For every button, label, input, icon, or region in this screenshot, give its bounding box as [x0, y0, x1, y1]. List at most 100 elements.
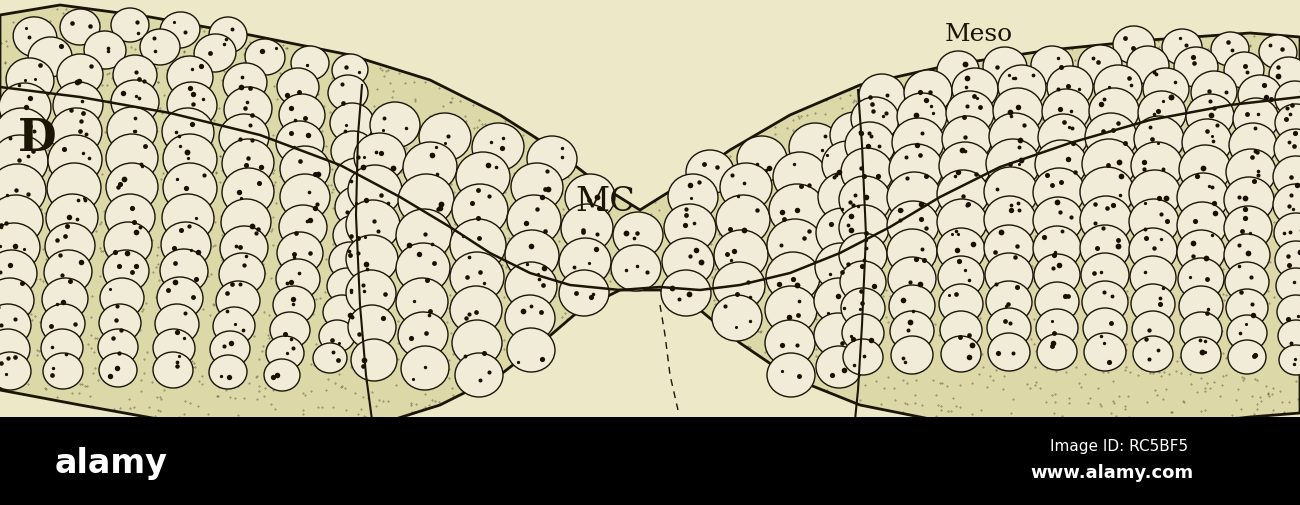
Ellipse shape [419, 114, 471, 162]
Ellipse shape [504, 295, 555, 341]
Ellipse shape [859, 75, 905, 117]
Ellipse shape [277, 232, 322, 274]
Ellipse shape [209, 356, 247, 389]
Ellipse shape [276, 260, 320, 299]
Ellipse shape [1095, 66, 1141, 110]
Ellipse shape [842, 315, 884, 352]
Ellipse shape [280, 147, 330, 192]
Ellipse shape [1035, 282, 1079, 322]
Ellipse shape [398, 175, 454, 227]
Ellipse shape [889, 145, 942, 194]
Ellipse shape [220, 227, 268, 271]
Ellipse shape [1127, 47, 1169, 85]
Ellipse shape [1034, 227, 1082, 271]
Ellipse shape [984, 226, 1034, 272]
Ellipse shape [1138, 92, 1186, 136]
Ellipse shape [774, 153, 827, 203]
Ellipse shape [1035, 141, 1087, 189]
Ellipse shape [452, 320, 502, 366]
Ellipse shape [46, 194, 98, 242]
Ellipse shape [348, 166, 402, 216]
Ellipse shape [507, 195, 562, 245]
Ellipse shape [822, 142, 874, 190]
Ellipse shape [244, 40, 285, 76]
Ellipse shape [1226, 149, 1277, 195]
Ellipse shape [60, 10, 100, 46]
Ellipse shape [937, 171, 989, 219]
Ellipse shape [291, 47, 329, 81]
Ellipse shape [939, 143, 991, 190]
Ellipse shape [1176, 203, 1227, 248]
Ellipse shape [0, 224, 40, 272]
Ellipse shape [329, 242, 370, 280]
Ellipse shape [897, 94, 946, 140]
Ellipse shape [842, 339, 883, 375]
Ellipse shape [396, 278, 448, 326]
Ellipse shape [13, 18, 57, 58]
Ellipse shape [1278, 320, 1300, 352]
Ellipse shape [221, 199, 270, 245]
Ellipse shape [1180, 337, 1221, 373]
Ellipse shape [887, 230, 937, 275]
Ellipse shape [1273, 185, 1300, 227]
Ellipse shape [107, 164, 159, 212]
Ellipse shape [313, 343, 347, 373]
Ellipse shape [1080, 168, 1134, 218]
Ellipse shape [712, 263, 764, 311]
Ellipse shape [351, 339, 396, 381]
Ellipse shape [891, 312, 933, 351]
Ellipse shape [105, 194, 155, 240]
Ellipse shape [456, 153, 510, 203]
Ellipse shape [332, 132, 374, 172]
Ellipse shape [160, 13, 200, 49]
Ellipse shape [153, 352, 192, 388]
Ellipse shape [99, 354, 136, 387]
Ellipse shape [1228, 124, 1277, 168]
Ellipse shape [1043, 90, 1089, 134]
Text: Image ID: RC5BF5: Image ID: RC5BF5 [1050, 438, 1188, 453]
Ellipse shape [53, 83, 103, 129]
Ellipse shape [891, 336, 933, 374]
Ellipse shape [1227, 316, 1268, 351]
Ellipse shape [98, 329, 138, 365]
Ellipse shape [892, 119, 944, 167]
Text: alamy: alamy [55, 446, 168, 480]
Ellipse shape [1178, 259, 1225, 300]
Ellipse shape [161, 223, 211, 269]
Ellipse shape [939, 284, 983, 324]
Ellipse shape [985, 281, 1032, 323]
Ellipse shape [829, 113, 880, 159]
Ellipse shape [104, 223, 152, 267]
Ellipse shape [507, 328, 555, 372]
Ellipse shape [42, 278, 88, 320]
Ellipse shape [224, 64, 266, 104]
Ellipse shape [562, 205, 614, 252]
Ellipse shape [348, 306, 396, 349]
Ellipse shape [816, 346, 862, 388]
Ellipse shape [328, 269, 367, 305]
Ellipse shape [1225, 178, 1274, 224]
Ellipse shape [815, 243, 867, 291]
Ellipse shape [111, 81, 159, 125]
Ellipse shape [770, 185, 826, 236]
Ellipse shape [1182, 120, 1232, 166]
Ellipse shape [1274, 130, 1300, 170]
Ellipse shape [1228, 340, 1266, 374]
Ellipse shape [838, 177, 890, 225]
Ellipse shape [450, 220, 506, 272]
Ellipse shape [162, 194, 214, 242]
Ellipse shape [1226, 289, 1268, 327]
Ellipse shape [1132, 312, 1174, 349]
Ellipse shape [1034, 197, 1083, 243]
Ellipse shape [1083, 309, 1127, 348]
Ellipse shape [686, 150, 734, 194]
Ellipse shape [322, 295, 361, 329]
Ellipse shape [113, 56, 157, 96]
Ellipse shape [1037, 334, 1076, 370]
Ellipse shape [1089, 89, 1139, 135]
Ellipse shape [1225, 207, 1271, 250]
Ellipse shape [209, 18, 247, 54]
Ellipse shape [403, 143, 458, 192]
Ellipse shape [99, 305, 140, 342]
Ellipse shape [767, 220, 823, 272]
